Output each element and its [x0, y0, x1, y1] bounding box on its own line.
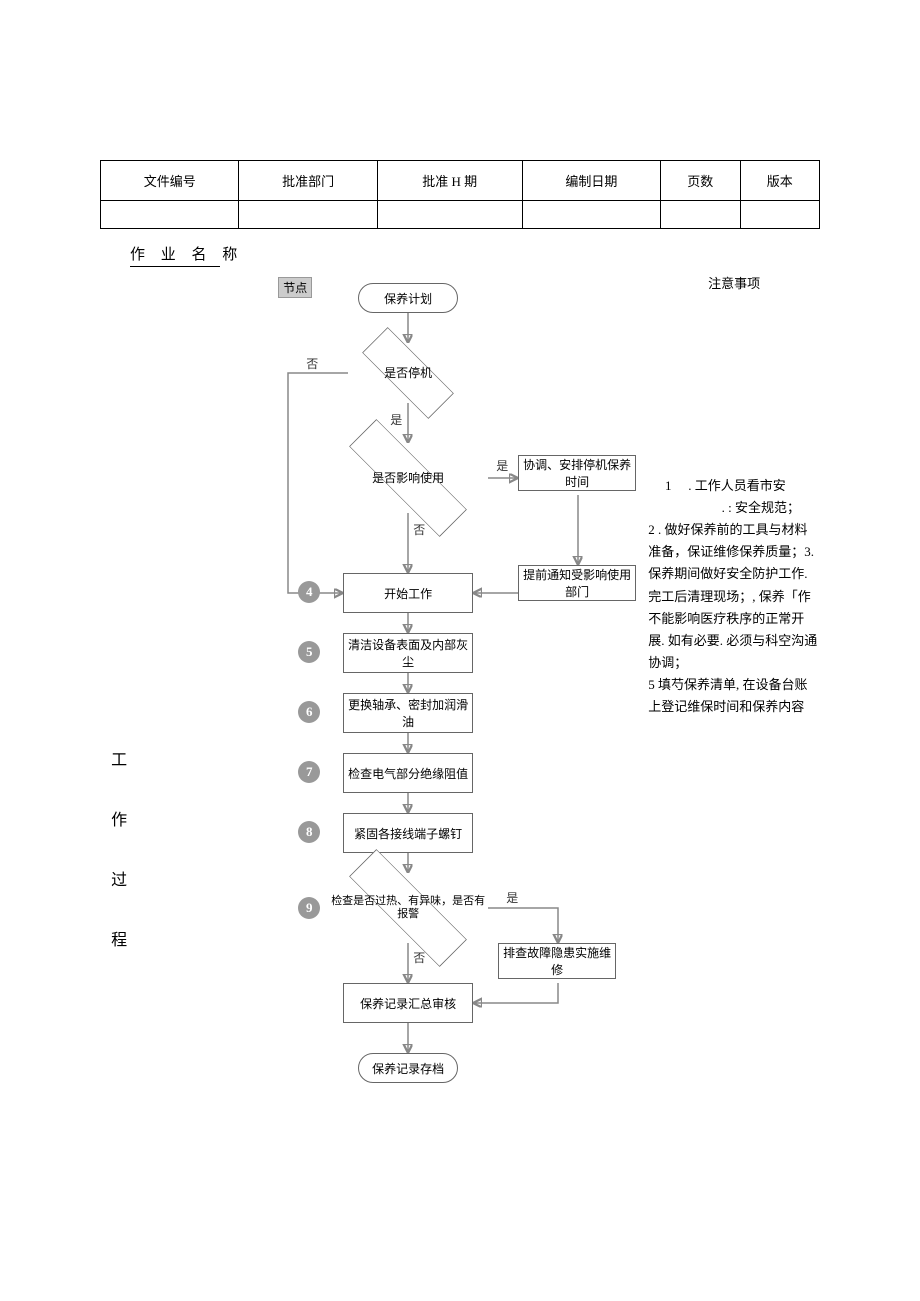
node-fix: 排查故障隐患实施维修	[498, 943, 616, 979]
node-coord: 协调、安排停机保养时间	[518, 455, 636, 491]
num-5: 5	[298, 641, 320, 663]
node-notify: 提前通知受影响使用部门	[518, 565, 636, 601]
precautions: 注意事项 1 . 工作人员看市安 . : 安全规范； 2 . 做好保养前的工具与…	[638, 273, 820, 1163]
node-clean: 清洁设备表面及内部灰尘	[343, 633, 473, 673]
th: 页数	[661, 161, 740, 201]
num-6: 6	[298, 701, 320, 723]
precaution-item: 5 填芍保养清单, 在设备台账上登记维保时间和保养内容	[648, 674, 820, 718]
th: 批准 H 期	[377, 161, 522, 201]
node-d3: 检查是否过热、有异味，是否有报警	[328, 873, 488, 943]
node-start: 保养计划	[358, 283, 458, 313]
th: 文件编号	[101, 161, 239, 201]
td	[239, 201, 377, 229]
edge-label: 是	[506, 889, 518, 906]
edge-label: 是	[496, 457, 508, 474]
num-7: 7	[298, 761, 320, 783]
num-8: 8	[298, 821, 320, 843]
node-sum: 保养记录汇总审核	[343, 983, 473, 1023]
th: 编制日期	[522, 161, 660, 201]
th: 批准部门	[239, 161, 377, 201]
work-process-label: 工 作 过 程	[100, 533, 138, 1163]
edge-label: 否	[413, 949, 425, 966]
node-end: 保养记录存档	[358, 1053, 458, 1083]
th: 版本	[740, 161, 819, 201]
node-elec: 检查电气部分绝缘阻值	[343, 753, 473, 793]
td	[522, 201, 660, 229]
precaution-title: 注意事项	[648, 273, 820, 295]
edge-label: 是	[390, 411, 402, 428]
td	[377, 201, 522, 229]
precaution-item: 2 . 做好保养前的工具与材料准备，保证维修保养质量；3.保养期间做好安全防护工…	[648, 519, 820, 674]
node-d2: 是否影响使用	[328, 443, 488, 513]
edge-label: 否	[306, 355, 318, 372]
td	[661, 201, 740, 229]
td	[740, 201, 819, 229]
node-screw: 紧固各接线端子螺钉	[343, 813, 473, 853]
node-begin: 开始工作	[343, 573, 473, 613]
td	[101, 201, 239, 229]
num-4: 4	[298, 581, 320, 603]
job-name-label: 作 业 名 称	[130, 243, 820, 267]
num-9: 9	[298, 897, 320, 919]
flowchart: 保养计划 是否停机 是否影响使用 协调、安排停机保养时间 开始工作 4 提前通知…	[178, 283, 638, 1163]
node-d1: 是否停机	[348, 343, 468, 403]
header-table: 文件编号 批准部门 批准 H 期 编制日期 页数 版本	[100, 160, 820, 229]
edge-label: 否	[413, 521, 425, 538]
node-bear: 更换轴承、密封加润滑油	[343, 693, 473, 733]
